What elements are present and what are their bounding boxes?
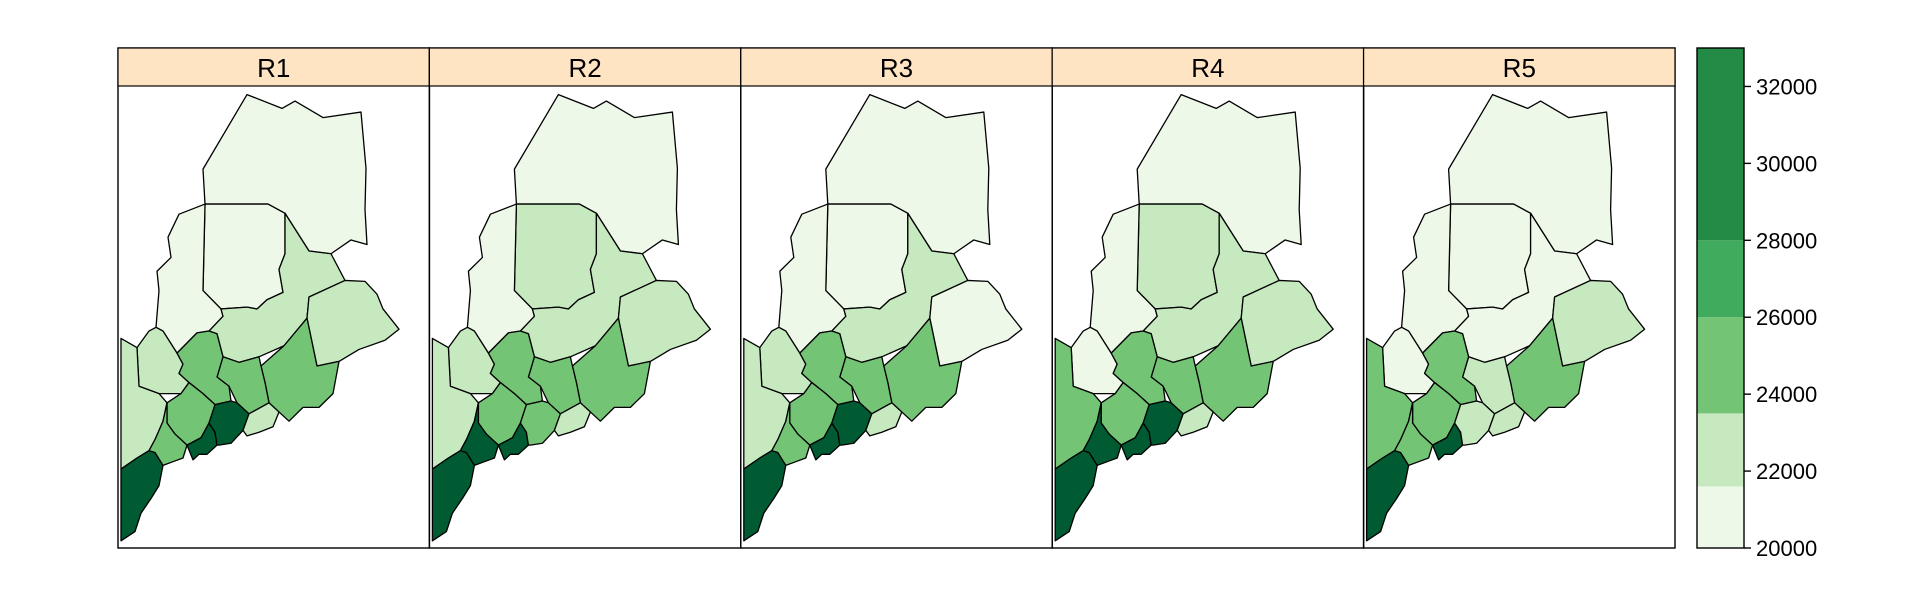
- county-knox: [554, 403, 590, 436]
- county-piscataquis: [1449, 204, 1531, 309]
- county-washington: [1553, 280, 1645, 366]
- county-washington: [930, 280, 1022, 366]
- county-kennebec: [1111, 331, 1165, 405]
- color-key-band: [1697, 486, 1744, 548]
- color-key-frame: [1696, 47, 1745, 549]
- county-piscataquis: [514, 204, 596, 309]
- panel-title-strip: [428, 47, 742, 87]
- panel-title-strip: [740, 47, 1053, 87]
- county-york: [432, 451, 474, 541]
- color-key-bands: [1697, 48, 1744, 548]
- panel-title: R4: [1191, 53, 1224, 83]
- county-cumberland: [1395, 403, 1433, 466]
- county-cumberland: [149, 403, 187, 466]
- panel-title: R1: [257, 53, 290, 83]
- county-kennebec: [488, 331, 542, 405]
- map-panel-r3: R3: [740, 47, 1053, 549]
- panel-map: [1055, 95, 1333, 541]
- county-washington: [307, 280, 399, 366]
- color-key-band: [1697, 48, 1744, 241]
- map-panel-r1: R1: [117, 47, 431, 549]
- county-cumberland: [1083, 403, 1121, 466]
- color-key-tick-label: 20000: [1756, 536, 1817, 561]
- county-cumberland: [772, 403, 810, 466]
- panel-title: R3: [880, 53, 913, 83]
- county-piscataquis: [826, 204, 908, 309]
- color-key-band: [1697, 413, 1744, 487]
- color-key-tick-label: 30000: [1756, 151, 1817, 176]
- map-panels: R1 R2 R3 R4 R5: [117, 47, 1676, 549]
- color-key: 20000 22000 24000 26000 28000 30000 32000: [1696, 47, 1817, 561]
- county-cumberland: [460, 403, 498, 466]
- color-key-tick-label: 22000: [1756, 459, 1817, 484]
- panel-title-strip: [1362, 47, 1676, 87]
- county-knox: [866, 403, 902, 436]
- county-knox: [1489, 403, 1525, 436]
- panel-title: R2: [568, 53, 601, 83]
- color-key-tick-label: 24000: [1756, 382, 1817, 407]
- map-panel-r4: R4: [1051, 47, 1365, 549]
- county-washington: [1241, 280, 1333, 366]
- color-key-tick-label: 28000: [1756, 228, 1817, 253]
- county-york: [1367, 451, 1409, 541]
- county-kennebec: [177, 331, 231, 405]
- county-kennebec: [1423, 331, 1477, 405]
- county-york: [121, 451, 163, 541]
- map-panel-r2: R2: [428, 47, 742, 549]
- color-key-band: [1697, 317, 1744, 414]
- county-kennebec: [800, 331, 854, 405]
- color-key-band: [1697, 240, 1744, 318]
- panel-title-strip: [117, 47, 430, 87]
- color-key-ticks: 20000 22000 24000 26000 28000 30000 32000: [1744, 74, 1817, 561]
- panel-map: [744, 95, 1022, 541]
- panel-title: R5: [1503, 53, 1536, 83]
- county-piscataquis: [1137, 204, 1219, 309]
- county-york: [1055, 451, 1097, 541]
- color-key-tick-label: 32000: [1756, 74, 1817, 99]
- county-washington: [618, 280, 710, 366]
- panel-title-strip: [1051, 47, 1365, 87]
- county-knox: [1177, 403, 1213, 436]
- color-key-tick-label: 26000: [1756, 305, 1817, 330]
- panel-map: [432, 95, 710, 541]
- county-piscataquis: [203, 204, 285, 309]
- county-york: [744, 451, 786, 541]
- map-panel-r5: R5: [1362, 47, 1676, 549]
- panel-map: [1367, 95, 1645, 541]
- panel-map: [121, 95, 399, 541]
- county-knox: [243, 403, 279, 436]
